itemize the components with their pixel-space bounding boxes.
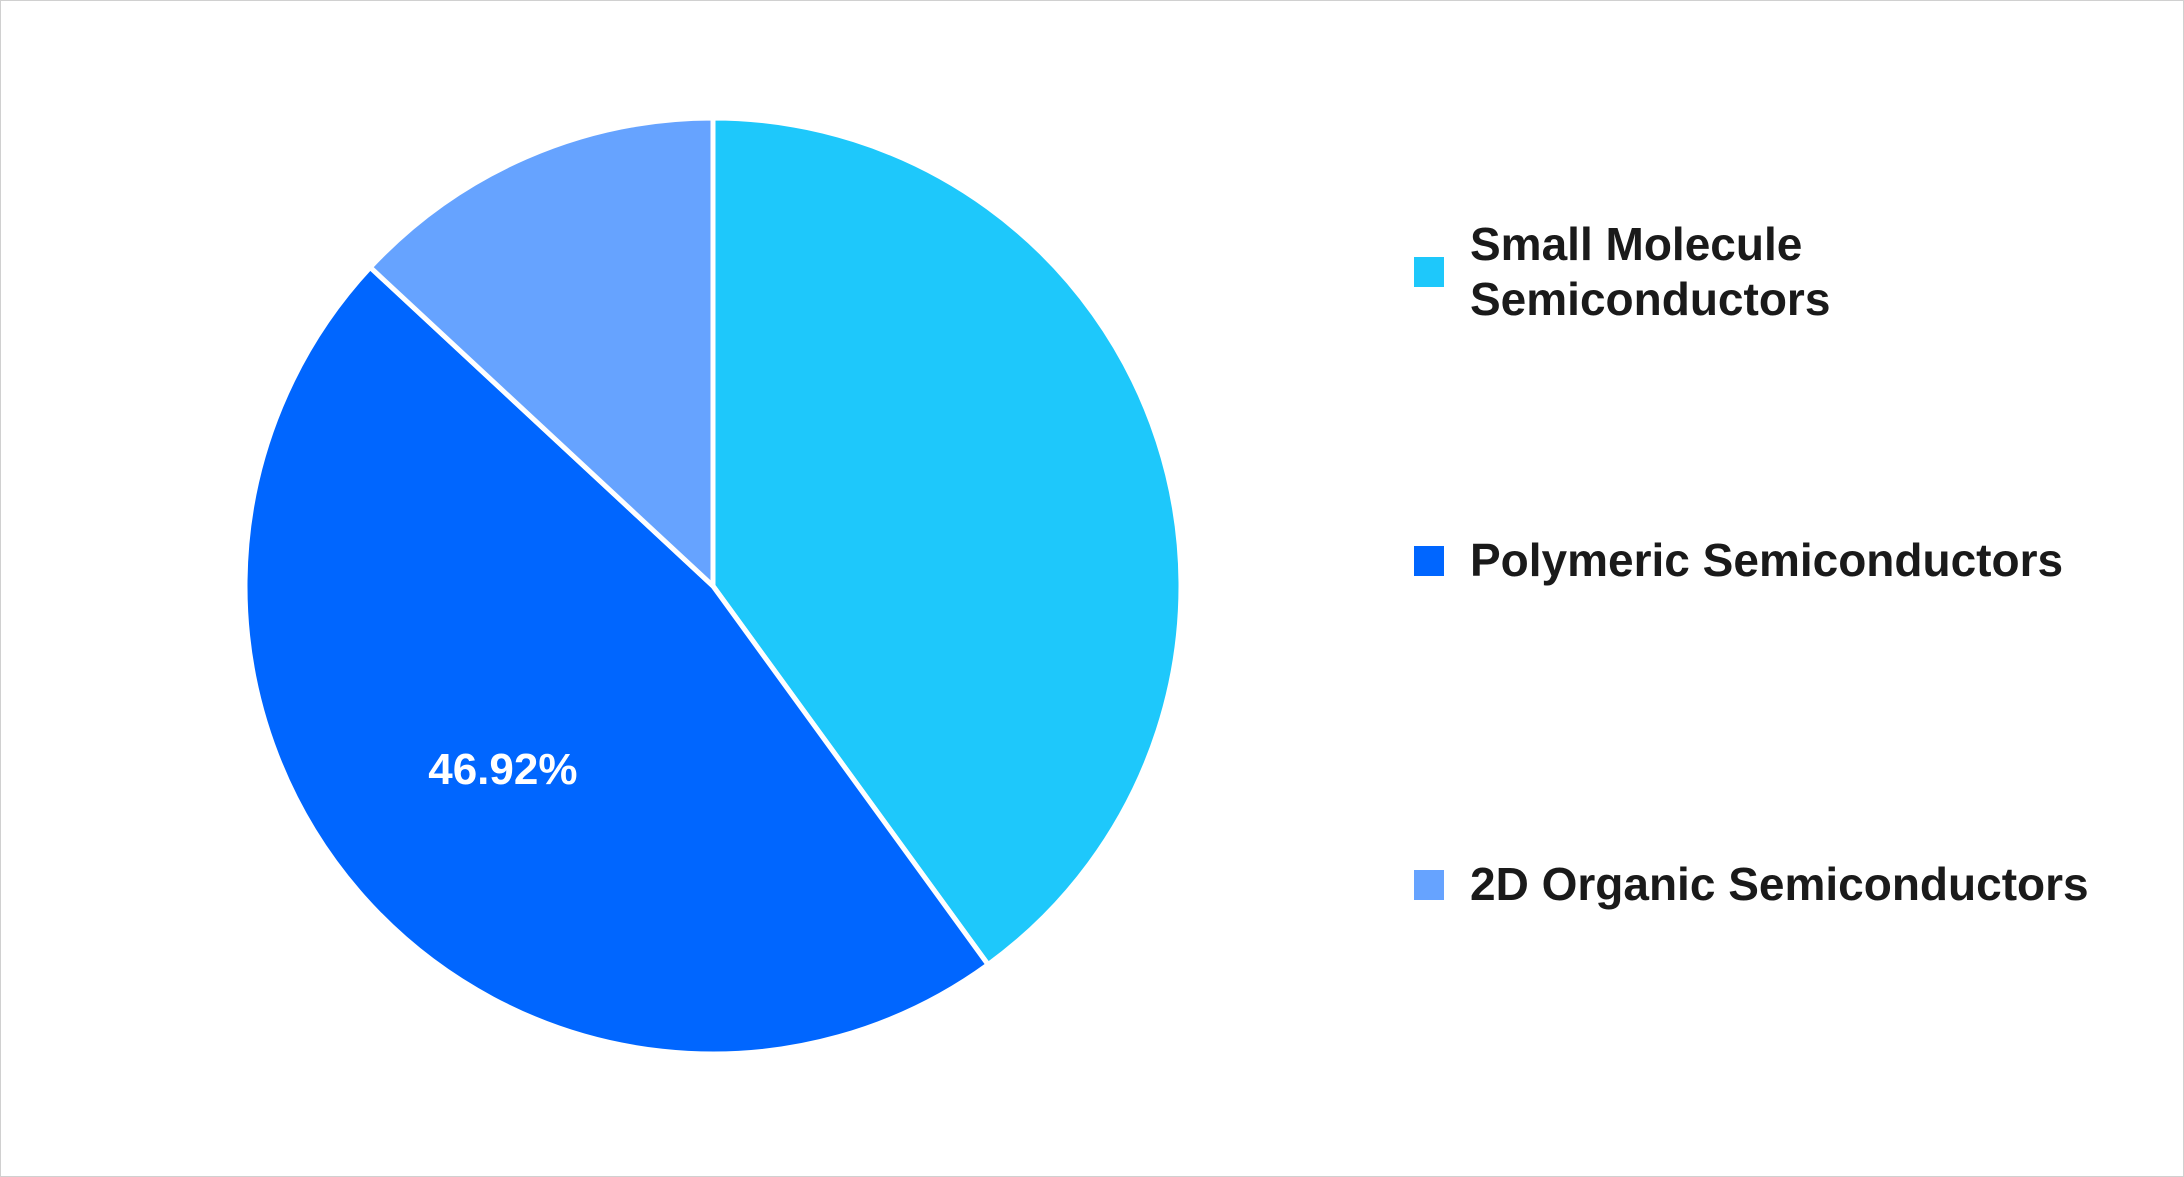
legend-item: Small Molecule Semiconductors <box>1414 212 2174 332</box>
legend-label: Small Molecule Semiconductors <box>1470 217 1831 325</box>
pie-slice <box>366 115 716 592</box>
legend-swatch <box>1414 870 1444 900</box>
pie-slice <box>242 263 992 1057</box>
pie-slice <box>710 115 1184 969</box>
legend-item: Polymeric Semiconductors <box>1414 501 2174 621</box>
legend-item: 2D Organic Semiconductors <box>1414 825 2174 945</box>
legend-swatch <box>1414 546 1444 576</box>
legend-label: Polymeric Semiconductors <box>1470 534 2064 587</box>
legend-swatch <box>1414 257 1444 287</box>
data-label: 46.92% <box>428 745 577 794</box>
legend-label: 2D Organic Semiconductors <box>1470 858 2089 911</box>
